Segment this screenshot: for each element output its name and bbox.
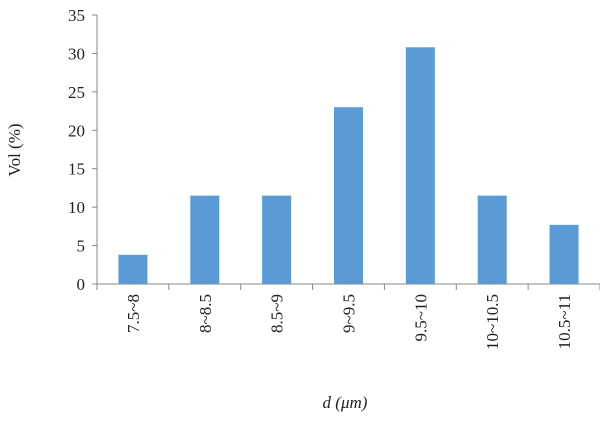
y-tick-label: 10	[68, 198, 85, 217]
y-axis-label: Vol (%)	[5, 123, 24, 176]
x-tick-label: 10~10.5	[483, 294, 502, 350]
y-tick-label: 15	[68, 160, 85, 179]
bar	[190, 195, 220, 284]
x-tick-label: 10.5~11	[555, 294, 574, 349]
x-tick-label: 8.5~9	[268, 294, 287, 333]
bar	[262, 195, 292, 284]
y-tick-label: 20	[68, 121, 85, 140]
bar	[118, 254, 148, 284]
bar	[334, 107, 363, 284]
y-tick-label: 5	[77, 237, 86, 256]
x-tick-label: 9.5~10	[411, 294, 430, 341]
bar	[405, 47, 435, 284]
y-tick-label: 35	[68, 6, 85, 25]
x-tick-label: 7.5~8	[124, 294, 143, 333]
x-tick-label: 9~9.5	[340, 294, 359, 333]
y-tick-label: 30	[68, 44, 85, 63]
y-tick-label: 25	[68, 83, 85, 102]
y-tick-label: 0	[77, 275, 86, 294]
x-axis-label: d (μm)	[323, 393, 368, 412]
x-tick-label: 8~8.5	[196, 294, 215, 333]
bar	[549, 224, 579, 284]
bar	[477, 195, 507, 284]
